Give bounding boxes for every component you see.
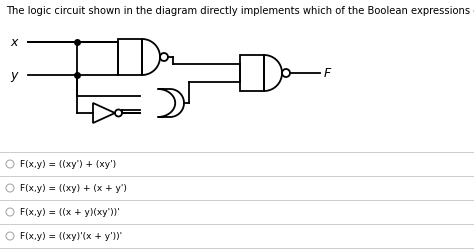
- Text: F(x,y) = ((x + y)(xy'))': F(x,y) = ((x + y)(xy'))': [20, 207, 119, 216]
- Text: The logic circuit shown in the diagram directly implements which of the Boolean : The logic circuit shown in the diagram d…: [6, 6, 474, 16]
- Text: F(x,y) = ((xy') + (xy'): F(x,y) = ((xy') + (xy'): [20, 160, 116, 169]
- Text: F(x,y) = ((xy) + (x + y'): F(x,y) = ((xy) + (x + y'): [20, 184, 127, 192]
- Text: y: y: [10, 68, 18, 81]
- Text: x: x: [10, 36, 18, 49]
- Text: F(x,y) = ((xy)'(x + y'))': F(x,y) = ((xy)'(x + y'))': [20, 232, 122, 241]
- Text: F: F: [324, 66, 331, 79]
